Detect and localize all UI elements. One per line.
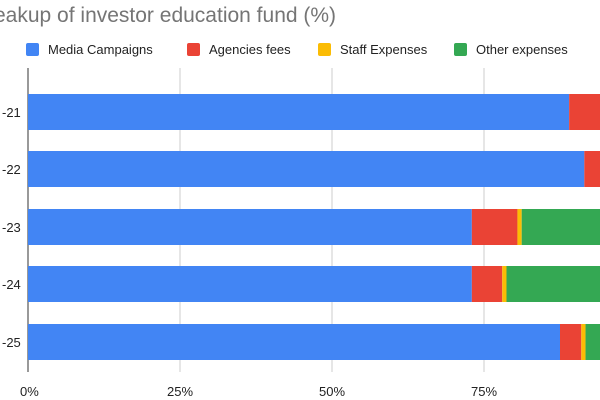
bar-segment xyxy=(560,324,582,360)
bar-segment xyxy=(28,94,570,130)
x-tick-label: 0% xyxy=(20,384,39,399)
y-tick-labels: -21 -22 -23 -24 -25 xyxy=(2,105,21,350)
bar-segment xyxy=(471,266,503,302)
legend-label: Staff Expenses xyxy=(340,42,428,57)
bar-segment xyxy=(28,209,472,245)
legend-item: Media Campaigns xyxy=(26,42,153,57)
legend-item: Other expenses xyxy=(454,42,568,57)
legend: Media Campaigns Agencies fees Staff Expens… xyxy=(26,42,568,57)
legend-item: Staff Expenses xyxy=(318,42,428,57)
bar-segment xyxy=(471,209,518,245)
legend-item: Agencies fees xyxy=(187,42,291,57)
bar-segment xyxy=(581,324,586,360)
bar-segment xyxy=(521,209,600,245)
y-tick-label: -25 xyxy=(2,335,21,350)
bar-segment xyxy=(517,209,522,245)
y-tick-label: -21 xyxy=(2,105,21,120)
y-tick-label: -24 xyxy=(2,277,21,292)
x-tick-label: 25% xyxy=(167,384,193,399)
legend-swatch xyxy=(318,43,331,56)
bar-segment xyxy=(28,151,585,187)
bar-segment xyxy=(506,266,600,302)
x-tick-label: 75% xyxy=(471,384,497,399)
y-tick-label: -23 xyxy=(2,220,21,235)
chart-title: eakup of investor education fund (%) xyxy=(0,4,336,27)
legend-label: Media Campaigns xyxy=(48,42,153,57)
legend-swatch xyxy=(26,43,39,56)
legend-label: Agencies fees xyxy=(209,42,291,57)
x-tick-label: 50% xyxy=(319,384,345,399)
bar-segment xyxy=(28,324,560,360)
bar-segment xyxy=(28,266,472,302)
bar-segment xyxy=(585,324,600,360)
bar-segment xyxy=(569,94,600,130)
legend-swatch xyxy=(454,43,467,56)
y-tick-label: -22 xyxy=(2,162,21,177)
bar-segment xyxy=(502,266,507,302)
bars xyxy=(28,94,600,360)
legend-swatch xyxy=(187,43,200,56)
legend-label: Other expenses xyxy=(476,42,568,57)
bar-segment xyxy=(584,151,600,187)
x-tick-labels: 0% 25% 50% 75% xyxy=(20,384,497,399)
